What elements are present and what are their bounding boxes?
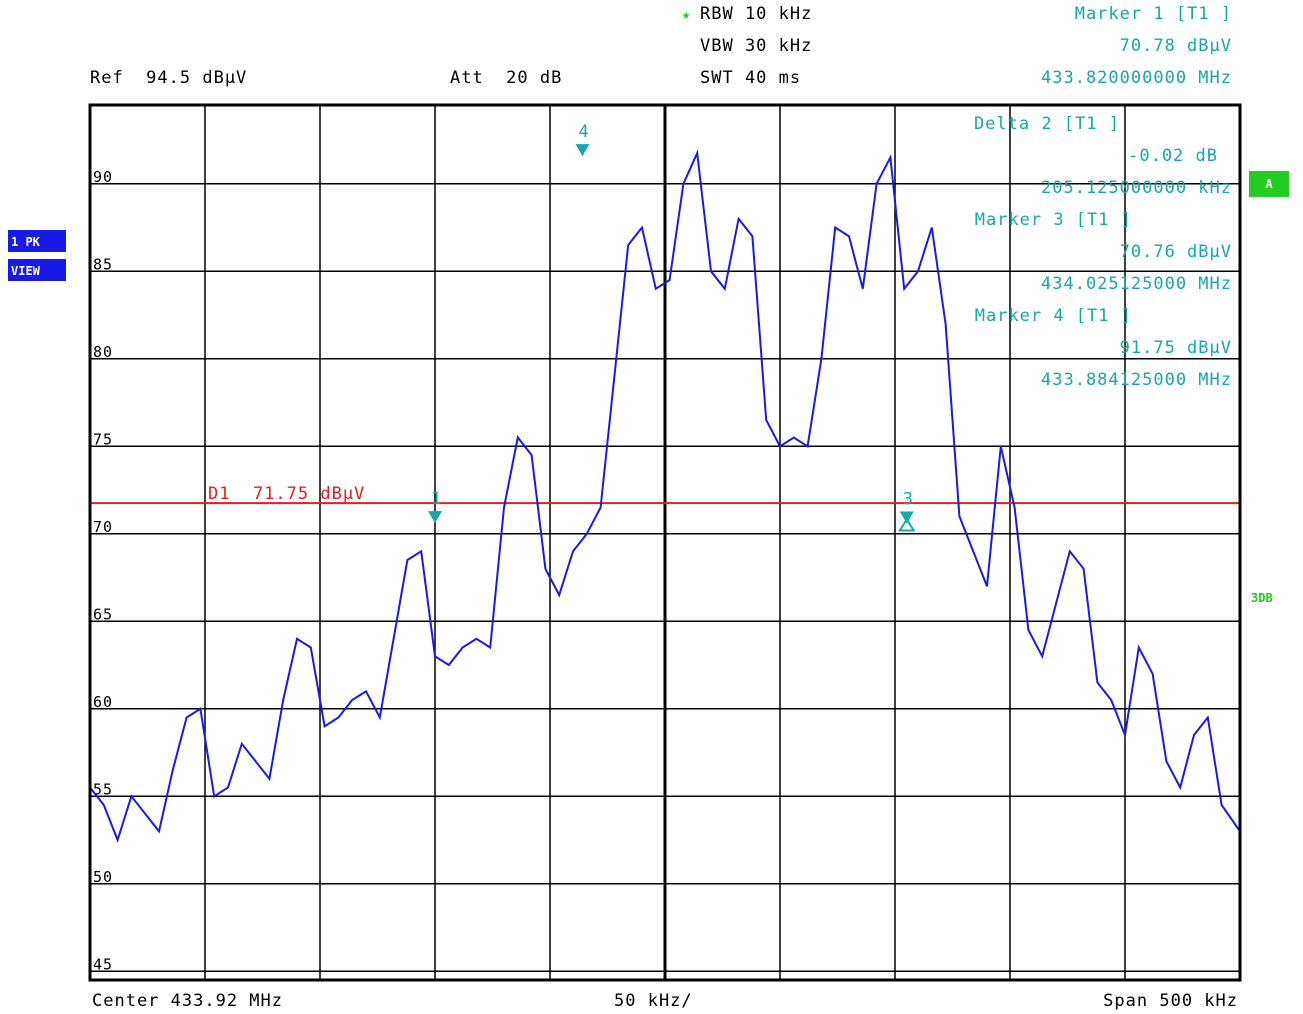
marker-1-triangle	[428, 511, 442, 524]
y-tick-label: 65	[93, 605, 113, 623]
marker4-title: Marker 4 [T1 ]	[975, 306, 1132, 326]
y-tick-label: 50	[93, 868, 113, 886]
marker4-frequency: 433.884125000 MHz	[1041, 370, 1232, 390]
a-badge-label: A	[1265, 177, 1273, 191]
marker3-frequency: 434.025125000 MHz	[1041, 274, 1232, 294]
marker-3-label: 3	[903, 489, 914, 509]
y-tick-labels: 90 85 80 75 70 65 60 55 50 45	[93, 168, 113, 974]
marker1-level: 70.78 dBµV	[1120, 36, 1232, 56]
center-frequency-label: Center 433.92 MHz	[92, 991, 283, 1011]
trace-1	[89, 149, 1241, 843]
marker-3-triangle	[899, 511, 914, 524]
swt-label: SWT 40 ms	[700, 68, 801, 88]
span-label: Span 500 kHz	[1103, 991, 1238, 1011]
marker3-title: Marker 3 [T1 ]	[975, 210, 1132, 230]
trace-badge-label: 1 PK	[11, 235, 41, 249]
rbw-star-icon: ★	[682, 7, 691, 23]
marker4-level: 91.75 dBµV	[1120, 338, 1232, 358]
rbw-label: RBW 10 kHz	[700, 4, 812, 24]
div-label: 50 kHz/	[614, 991, 693, 1011]
delta-2-triangle	[897, 517, 916, 532]
y-tick-label: 80	[93, 343, 113, 361]
view-badge	[8, 259, 66, 281]
y-tick-label: 60	[93, 693, 113, 711]
delta2-frequency: 205.125000000 kHz	[1041, 178, 1232, 198]
y-tick-label: 75	[93, 430, 113, 448]
marker-4-label: 4	[578, 122, 589, 142]
y-tick-label: 85	[93, 255, 113, 273]
marker-4-triangle	[575, 144, 590, 157]
3db-badge-label: 3DB	[1251, 591, 1273, 605]
vbw-label: VBW 30 kHz	[700, 36, 812, 56]
marker1-frequency: 433.820000000 MHz	[1041, 68, 1232, 88]
display-line-label: D1 71.75 dBµV	[208, 484, 365, 504]
markers: 1 3 4	[428, 122, 916, 532]
marker3-level: 70.76 dBµV	[1120, 242, 1232, 262]
a-badge	[1249, 171, 1289, 197]
y-tick-label: 70	[93, 518, 113, 536]
marker-1-label: 1	[431, 489, 442, 509]
grid	[90, 105, 1240, 980]
marker1-title: Marker 1 [T1 ]	[1075, 4, 1232, 24]
y-tick-label: 45	[93, 955, 113, 973]
view-badge-label: VIEW	[11, 264, 41, 278]
delta2-title: Delta 2 [T1 ]	[974, 114, 1120, 134]
ref-level-label: Ref 94.5 dBµV	[90, 68, 247, 88]
y-tick-label: 90	[93, 168, 113, 186]
trace-badge	[8, 230, 66, 252]
attenuation-label: Att 20 dB	[450, 68, 562, 88]
delta2-level: -0.02 dB	[1128, 146, 1218, 166]
plot-frame	[88, 103, 1242, 982]
y-tick-label: 55	[93, 780, 113, 798]
marker-info-panel: Delta 2 [T1 ] -0.02 dB 205.125000000 kHz…	[974, 114, 1232, 390]
